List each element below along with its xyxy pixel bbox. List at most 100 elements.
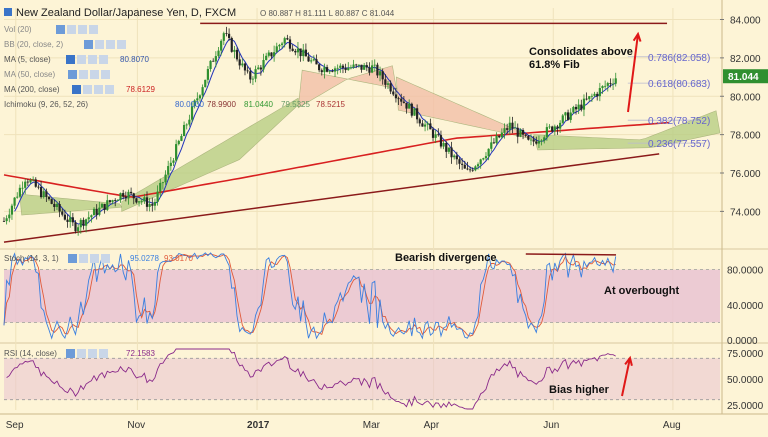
svg-text:Ichimoku (9, 26, 52, 26): Ichimoku (9, 26, 52, 26) (4, 100, 88, 109)
candle-body (145, 197, 149, 207)
candle-body (400, 98, 403, 102)
indicator-buttons[interactable] (84, 40, 126, 49)
candle-body (283, 38, 286, 44)
candle-body (344, 67, 347, 71)
indicator-row-ichimoku[interactable]: Ichimoku (9, 26, 52, 26) 80.0000 78.9900… (4, 100, 345, 109)
chart-title: New Zealand Dollar/Japanese Yen, D, FXCM (16, 7, 236, 19)
svg-text:79.5325: 79.5325 (281, 100, 310, 109)
candle-body (227, 33, 231, 38)
candle-body (511, 122, 514, 129)
indicator-buttons[interactable] (66, 55, 108, 64)
candle-body (548, 126, 551, 128)
candle-body (463, 164, 466, 169)
candle-body (588, 96, 591, 100)
candle-body (476, 164, 480, 167)
rsi-y-tick: 50.0000 (727, 375, 764, 386)
candle-body (609, 83, 612, 84)
candle-body (26, 181, 29, 183)
candle-body (74, 222, 77, 232)
candle-body (516, 127, 519, 137)
candle-body (182, 124, 186, 137)
candle-body (177, 140, 180, 145)
indicator-row-bb[interactable]: BB (20, close, 2) (4, 40, 126, 49)
candle-body (339, 65, 342, 68)
candle-body (100, 203, 104, 208)
candle-body (249, 71, 252, 80)
collapse-icon[interactable] (4, 8, 12, 16)
candle-body (288, 39, 292, 49)
candle-body (413, 108, 416, 116)
candle-body (474, 166, 477, 171)
candle-body (5, 218, 8, 222)
candle-body (53, 203, 56, 208)
candle-body (596, 93, 599, 97)
candle-body (8, 214, 11, 219)
candle-body (175, 144, 178, 161)
candle-body (291, 48, 294, 51)
indicator-row-vol[interactable]: Vol (20) (4, 25, 98, 34)
candle-body (429, 123, 432, 130)
y-tick-label: 80.000 (730, 92, 761, 103)
candle-body (384, 79, 387, 85)
candle-body (569, 112, 572, 120)
candle-body (153, 201, 157, 206)
candle-body (262, 59, 265, 70)
candle-body (214, 56, 217, 62)
candle-body (508, 122, 511, 130)
indicator-row-ma5[interactable]: MA (5, close) 80.8070 (4, 55, 149, 64)
candle-body (127, 191, 130, 199)
candle-body (394, 94, 398, 99)
candle-body (185, 124, 188, 126)
candle-body (233, 49, 236, 52)
candle-body (318, 64, 321, 71)
indicator-buttons[interactable] (72, 85, 114, 94)
candle-body (540, 140, 543, 142)
candle-body (103, 203, 106, 211)
indicator-buttons[interactable] (68, 254, 110, 263)
candle-body (498, 135, 501, 138)
candle-body (201, 87, 204, 96)
candle-body (341, 65, 345, 68)
candle-body (453, 155, 456, 158)
candle-body (606, 83, 609, 86)
candle-body (198, 95, 202, 99)
annotation-overbought: At overbought (604, 285, 679, 297)
candle-body (537, 141, 541, 144)
indicator-buttons[interactable] (68, 70, 110, 79)
candle-body (190, 106, 194, 120)
candle-body (296, 48, 300, 53)
y-tick-label: 78.000 (730, 131, 761, 142)
candle-body (225, 33, 228, 35)
candle-body (320, 70, 323, 73)
candle-body (132, 193, 135, 199)
indicator-row-ma50[interactable]: MA (50, close) (4, 70, 110, 79)
svg-text:MA (5, close): MA (5, close) (4, 55, 51, 64)
x-tick-label: Nov (127, 420, 145, 431)
candle-body (143, 197, 146, 202)
candle-body (140, 201, 143, 202)
candle-body (108, 200, 112, 202)
candle-body (535, 141, 538, 144)
candle-body (389, 83, 392, 92)
candle-body (524, 134, 527, 136)
candle-body (169, 162, 172, 167)
candle-body (532, 139, 535, 142)
candle-body (328, 71, 331, 73)
candle-body (336, 67, 339, 69)
candle-body (577, 104, 580, 110)
candle-body (270, 52, 273, 57)
candle-body (466, 168, 469, 170)
candle-body (519, 130, 522, 137)
indicator-buttons[interactable] (66, 349, 108, 358)
svg-text:Stoch (14, 3, 1): Stoch (14, 3, 1) (4, 254, 59, 263)
indicator-buttons[interactable] (56, 25, 98, 34)
candle-body (590, 95, 594, 97)
candle-body (310, 60, 313, 62)
up-arrow-icon-head (632, 31, 642, 42)
indicator-row-ma200[interactable]: MA (200, close) 78.6129 (4, 85, 155, 94)
candle-body (34, 179, 37, 187)
candle-body (556, 126, 559, 129)
candle-body (325, 67, 329, 72)
rsi-legend: RSI (14, close) 72.1583 (4, 349, 155, 358)
